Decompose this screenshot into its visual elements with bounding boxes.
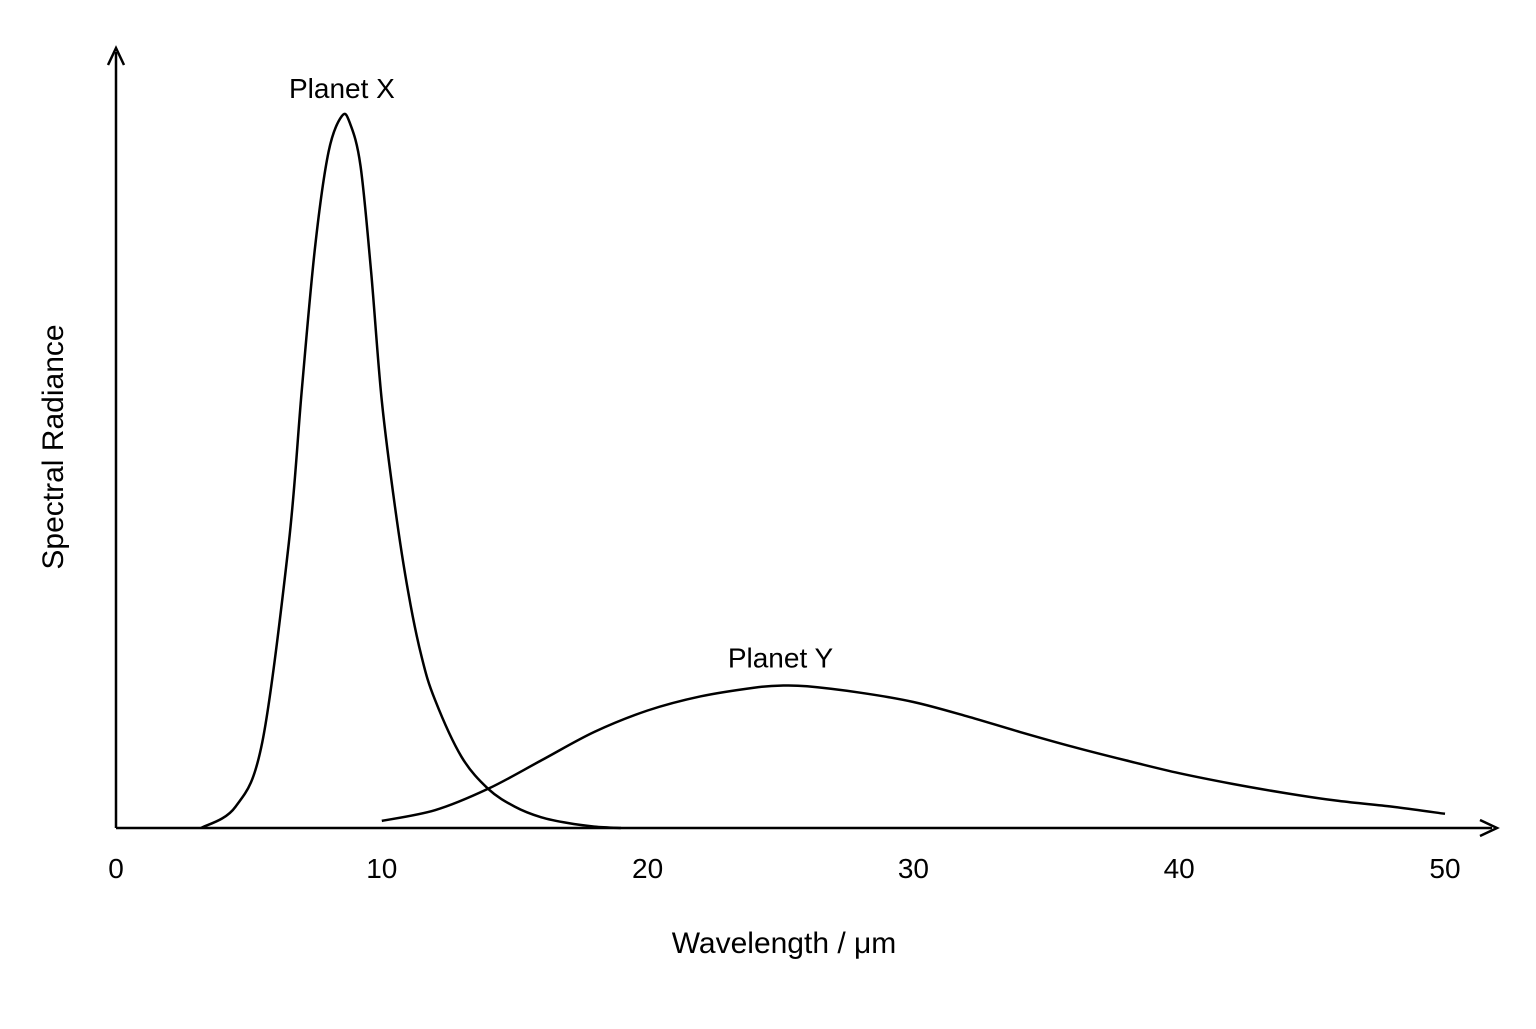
series-line-planet-x xyxy=(200,112,622,830)
x-tick-label: 50 xyxy=(1429,853,1460,884)
x-tick-labels: 0 10 20 30 40 50 xyxy=(108,853,1460,884)
series-curves xyxy=(200,112,1446,830)
x-tick-label: 30 xyxy=(898,853,929,884)
series-labels: Planet X Planet Y xyxy=(289,73,833,674)
y-axis-title: Spectral Radiance xyxy=(37,324,70,569)
series-label-planet-x: Planet X xyxy=(289,73,395,104)
axes xyxy=(106,45,1500,838)
series-label-planet-y: Planet Y xyxy=(728,643,834,674)
x-axis-arrow xyxy=(1479,818,1500,838)
x-tick-label: 40 xyxy=(1164,853,1195,884)
y-axis-arrow xyxy=(106,45,126,66)
x-tick-label: 10 xyxy=(366,853,397,884)
x-tick-label: 0 xyxy=(108,853,124,884)
x-axis-title: Wavelength / μm xyxy=(672,927,897,960)
series-line-planet-y xyxy=(381,684,1446,823)
x-tick-label: 20 xyxy=(632,853,663,884)
